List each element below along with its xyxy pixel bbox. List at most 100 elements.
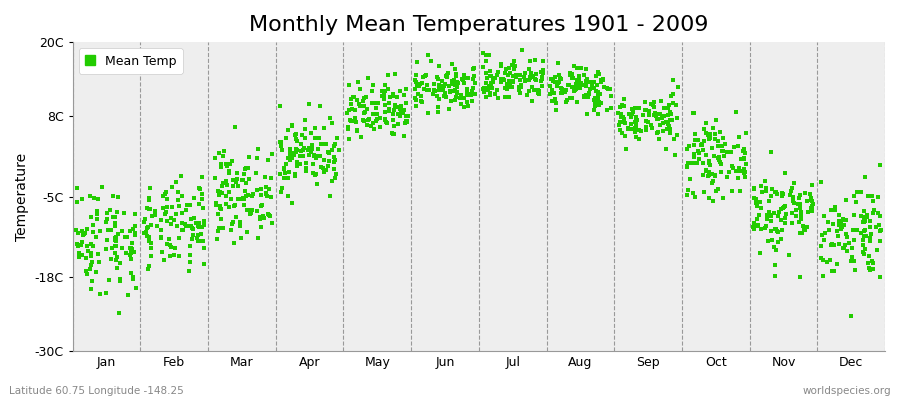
Point xyxy=(435,87,449,94)
Point xyxy=(565,94,580,101)
Point xyxy=(244,210,258,216)
Point xyxy=(567,88,581,94)
Point xyxy=(558,89,572,95)
Point xyxy=(185,232,200,238)
Point xyxy=(366,82,381,88)
Point xyxy=(455,76,470,82)
Point xyxy=(410,83,425,89)
Point xyxy=(84,252,98,259)
Point xyxy=(296,147,310,154)
Point xyxy=(715,148,729,154)
Point xyxy=(706,124,721,131)
Point xyxy=(758,178,772,184)
Point xyxy=(854,230,868,236)
Point xyxy=(547,73,562,80)
Point xyxy=(680,164,695,170)
Point xyxy=(705,145,719,152)
Point xyxy=(866,260,880,266)
Point xyxy=(661,105,675,111)
Point xyxy=(197,260,211,267)
Point xyxy=(380,120,394,126)
Point xyxy=(551,60,565,66)
Point xyxy=(621,126,635,132)
Point xyxy=(179,206,194,213)
Point xyxy=(650,130,664,136)
Point xyxy=(448,97,463,104)
Point xyxy=(481,87,495,93)
Point xyxy=(435,86,449,92)
Point xyxy=(857,208,871,214)
Point xyxy=(580,92,594,98)
Point xyxy=(703,131,717,137)
Point xyxy=(815,232,830,238)
Point xyxy=(842,240,856,246)
Point xyxy=(708,136,723,142)
Point xyxy=(356,95,371,101)
Point xyxy=(249,187,264,194)
Point xyxy=(804,197,818,203)
Point xyxy=(316,157,330,163)
Point xyxy=(79,271,94,277)
Point xyxy=(518,73,532,80)
Point xyxy=(872,238,886,244)
Point xyxy=(662,117,677,124)
Point xyxy=(254,192,268,198)
Point xyxy=(688,131,702,137)
Point xyxy=(502,94,517,100)
Point xyxy=(344,96,358,103)
Point xyxy=(546,78,561,84)
Point xyxy=(806,206,820,212)
Point xyxy=(237,196,251,202)
Point xyxy=(700,173,715,180)
Point xyxy=(162,253,176,260)
Point xyxy=(662,120,676,127)
Point xyxy=(378,88,392,94)
Point xyxy=(280,154,294,161)
Point xyxy=(488,75,502,81)
Point xyxy=(128,230,142,236)
Point xyxy=(289,136,303,142)
Point xyxy=(814,243,828,249)
Point xyxy=(364,100,379,107)
Point xyxy=(666,77,680,83)
Point xyxy=(164,244,178,250)
Point xyxy=(299,168,313,174)
Point xyxy=(651,129,665,135)
Point xyxy=(482,52,496,58)
Point xyxy=(778,220,792,226)
Point xyxy=(775,226,789,233)
Point xyxy=(274,189,288,195)
Point xyxy=(127,248,141,255)
Point xyxy=(126,276,140,282)
Point xyxy=(449,71,464,77)
Point xyxy=(764,192,778,199)
Point xyxy=(650,115,664,122)
Point xyxy=(207,175,221,181)
Point xyxy=(240,207,255,213)
Point xyxy=(617,120,632,126)
Point xyxy=(368,105,382,111)
Point xyxy=(856,236,870,243)
Point xyxy=(340,110,355,116)
Point xyxy=(663,93,678,100)
Point xyxy=(208,202,222,208)
Point xyxy=(420,52,435,59)
Point xyxy=(646,99,661,105)
Point xyxy=(126,274,140,280)
Point xyxy=(856,249,870,255)
Point xyxy=(644,100,658,107)
Point xyxy=(297,145,311,151)
Point xyxy=(419,82,434,89)
Point xyxy=(311,134,326,141)
Point xyxy=(698,126,712,132)
Point xyxy=(292,160,307,167)
Point xyxy=(445,78,459,84)
Point xyxy=(391,110,405,117)
Point xyxy=(342,106,356,113)
Point xyxy=(80,226,94,233)
Point xyxy=(493,79,508,86)
Point xyxy=(661,119,675,125)
Point xyxy=(303,130,318,136)
Point xyxy=(347,118,362,124)
Point xyxy=(494,76,508,82)
